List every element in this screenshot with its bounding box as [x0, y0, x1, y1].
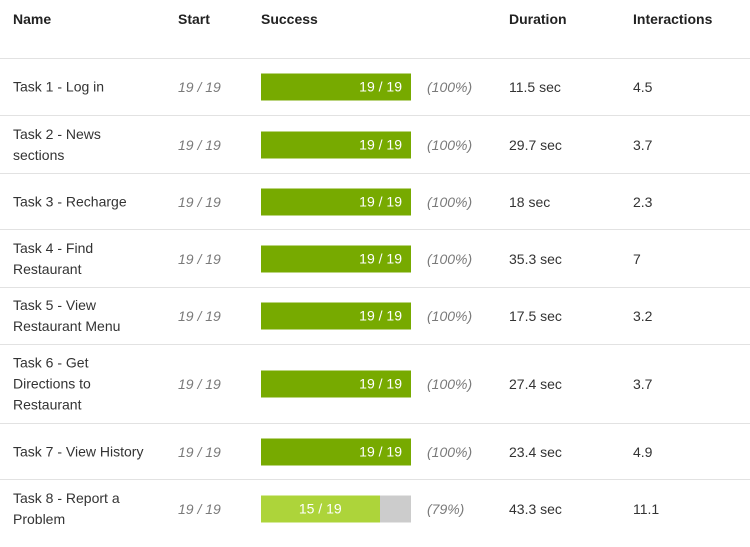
interactions-value: 4.9 [633, 443, 653, 460]
start-count: 19 / 19 [178, 79, 221, 95]
success-bar-fill [261, 73, 411, 101]
interactions-value: 7 [633, 250, 641, 267]
success-label: 19 / 19 [359, 193, 402, 209]
start-count: 19 / 19 [178, 501, 221, 517]
success-bar: 19 / 19 [261, 131, 411, 158]
success-label: 19 / 19 [359, 375, 402, 392]
task-name: Task 2 - News sections [13, 125, 101, 163]
start-count: 19 / 19 [178, 250, 221, 267]
success-percent: (100%) [427, 443, 473, 460]
success-label: 19 / 19 [359, 307, 402, 324]
success-label: 19 / 19 [359, 443, 402, 459]
interactions-value: 2.3 [633, 193, 653, 210]
task-name: Task 7 - View History [13, 443, 144, 459]
success-bar: 19 / 19 [261, 302, 411, 330]
success-bar-fill [261, 302, 411, 330]
column-header-interactions: Interactions [633, 11, 713, 27]
start-count: 19 / 19 [178, 136, 221, 153]
start-count: 19 / 19 [178, 443, 221, 460]
success-percent: (100%) [427, 79, 473, 95]
start-count: 19 / 19 [178, 193, 221, 210]
table-row: Task 7 - View History 19 / 19 19 / 19 (1… [0, 424, 750, 480]
duration-value: 35.3 sec [509, 250, 562, 267]
success-bar: 19 / 19 [261, 370, 411, 398]
success-percent: (79%) [427, 501, 465, 517]
table-header: Name Start Success Duration Interactions [0, 0, 750, 59]
interactions-value: 3.7 [633, 136, 653, 153]
table-row: Task 5 - View Restaurant Menu 19 / 19 19… [0, 288, 750, 345]
table-row: Task 2 - News sections 19 / 19 19 / 19 (… [0, 116, 750, 174]
success-bar: 19 / 19 [261, 438, 411, 465]
success-percent: (100%) [427, 136, 473, 153]
duration-value: 43.3 sec [509, 501, 562, 517]
success-percent: (100%) [427, 308, 473, 324]
column-header-success: Success [261, 11, 318, 27]
interactions-value: 4.5 [633, 79, 653, 95]
success-label: 19 / 19 [359, 136, 402, 152]
success-bar: 19 / 19 [261, 245, 411, 272]
success-bar-fill [261, 131, 411, 158]
duration-value: 27.4 sec [509, 376, 562, 392]
success-bar: 19 / 19 [261, 73, 411, 101]
success-percent: (100%) [427, 193, 473, 210]
table-row: Task 4 - Find Restaurant 19 / 19 19 / 19… [0, 230, 750, 288]
duration-value: 17.5 sec [509, 308, 562, 324]
table-row: Task 1 - Log in 19 / 19 19 / 19 (100%) 1… [0, 59, 750, 116]
success-bar-fill [261, 245, 411, 272]
duration-value: 11.5 sec [509, 79, 561, 95]
task-name: Task 8 - Report a Problem [13, 490, 120, 527]
duration-value: 29.7 sec [509, 136, 562, 153]
success-percent: (100%) [427, 250, 473, 267]
table-row: Task 6 - Get Directions to Restaurant 19… [0, 345, 750, 424]
duration-value: 23.4 sec [509, 443, 562, 460]
success-bar-fill [261, 188, 411, 215]
success-label: 15 / 19 [298, 500, 342, 517]
success-label: 19 / 19 [359, 78, 402, 95]
success-bar-fill [261, 495, 380, 523]
success-bar-fill [261, 370, 411, 398]
interactions-value: 11.1 [633, 501, 660, 517]
task-name: Task 3 - Recharge [13, 193, 127, 209]
interactions-value: 3.2 [633, 308, 653, 324]
success-percent: (100%) [427, 376, 473, 392]
success-bar: 15 / 19 [261, 495, 411, 523]
table-row: Task 8 - Report a Problem 19 / 19 15 / 1… [0, 480, 750, 538]
duration-value: 18 sec [509, 193, 551, 210]
column-header-name: Name [13, 11, 52, 27]
task-name: Task 4 - Find Restaurant [13, 239, 94, 277]
success-bar: 19 / 19 [261, 188, 411, 215]
success-bar-fill [261, 438, 411, 465]
task-name: Task 1 - Log in [13, 78, 105, 95]
column-header-duration: Duration [509, 11, 567, 27]
start-count: 19 / 19 [178, 308, 221, 324]
task-name: Task 6 - Get Directions to Restaurant [13, 354, 91, 413]
interactions-value: 3.7 [633, 376, 653, 392]
start-count: 19 / 19 [178, 376, 221, 392]
table-row: Task 3 - Recharge 19 / 19 19 / 19 (100%)… [0, 174, 750, 230]
success-label: 19 / 19 [359, 250, 402, 266]
column-header-start: Start [178, 11, 210, 27]
task-name: Task 5 - View Restaurant Menu [13, 297, 121, 334]
